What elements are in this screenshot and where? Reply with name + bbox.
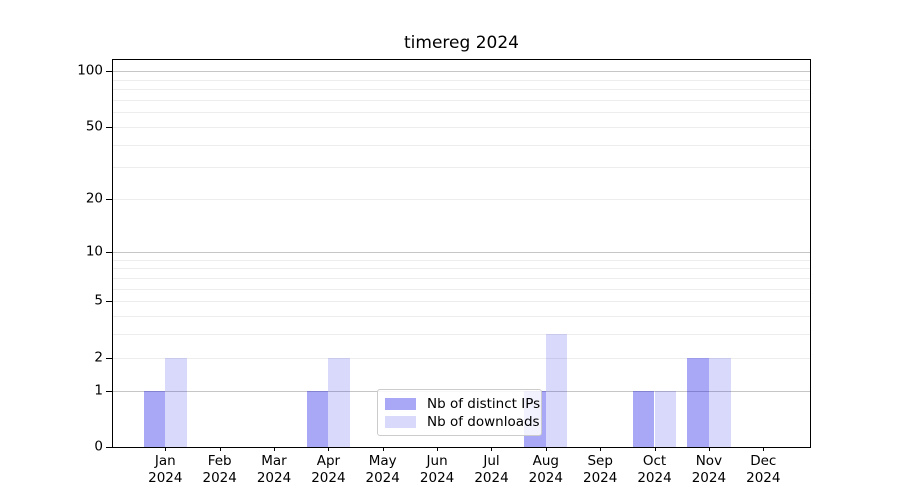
minor-gridline-30 <box>113 167 810 169</box>
legend-swatch-distinct-ips <box>385 397 416 410</box>
legend-item-distinct-ips: Nb of distinct IPs <box>385 397 541 411</box>
minor-gridline-7 <box>113 277 810 279</box>
x-tick-label-oct: Oct 2024 <box>637 453 672 486</box>
x-tick-mark-feb <box>220 447 221 451</box>
x-tick-mark-apr <box>328 447 329 451</box>
y-tick-label-0: 0 <box>94 438 103 455</box>
x-tick-label-sep: Sep 2024 <box>583 453 618 486</box>
bar-jan-downloads <box>165 357 187 447</box>
major-gridline-100 <box>113 71 810 73</box>
minor-gridline-6 <box>113 288 810 290</box>
minor-gridline-70 <box>113 100 810 101</box>
minor-gridline-90 <box>113 79 810 81</box>
x-tick-label-may: May 2024 <box>365 453 400 486</box>
y-tick-label-20: 20 <box>85 190 103 207</box>
major-gridline-10 <box>113 251 810 253</box>
bar-nov-downloads <box>708 357 731 447</box>
x-tick-mark-dec <box>763 447 764 451</box>
x-tick-mark-mar <box>274 447 275 451</box>
legend-label-downloads: Nb of downloads <box>427 413 540 430</box>
x-tick-mark-jun <box>437 447 438 451</box>
x-tick-label-feb: Feb 2024 <box>202 453 237 486</box>
x-tick-label-apr: Apr 2024 <box>311 453 346 486</box>
plot-area <box>112 59 811 448</box>
x-tick-label-aug: Aug 2024 <box>528 453 563 486</box>
bar-aug-downloads <box>545 334 568 447</box>
minor-gridline-60 <box>113 112 810 114</box>
x-tick-mark-jul <box>491 447 492 451</box>
bar-oct-distinct-ips <box>632 390 655 447</box>
x-tick-label-jun: Jun 2024 <box>419 453 455 486</box>
y-tick-mark-1 <box>106 391 113 392</box>
bar-nov-distinct-ips <box>687 357 709 447</box>
minor-gridline-8 <box>113 268 810 270</box>
legend-item-downloads: Nb of downloads <box>385 415 541 429</box>
minor-gridline-80 <box>113 89 810 91</box>
y-tick-label-2: 2 <box>94 348 103 365</box>
x-tick-label-dec: Dec 2024 <box>746 453 781 486</box>
minor-gridline-20 <box>113 199 810 201</box>
y-tick-mark-50 <box>106 127 113 128</box>
bar-oct-downloads <box>654 390 677 447</box>
legend: Nb of distinct IPs Nb of downloads <box>377 389 542 436</box>
y-tick-mark-2 <box>106 358 113 359</box>
x-tick-mark-nov <box>709 447 710 451</box>
y-tick-label-10: 10 <box>85 243 103 260</box>
y-tick-mark-100 <box>106 71 113 72</box>
x-tick-mark-aug <box>546 447 547 451</box>
y-tick-mark-0 <box>106 447 113 448</box>
y-tick-mark-5 <box>106 301 113 302</box>
minor-gridline-9 <box>113 259 810 261</box>
minor-gridline-3 <box>113 334 810 336</box>
x-tick-mark-jan <box>165 447 166 451</box>
y-tick-mark-20 <box>106 199 113 200</box>
minor-gridline-40 <box>113 144 810 146</box>
minor-gridline-4 <box>113 316 810 317</box>
y-tick-label-50: 50 <box>85 118 103 135</box>
legend-label-distinct-ips: Nb of distinct IPs <box>427 395 541 412</box>
minor-gridline-2 <box>113 357 810 359</box>
bar-apr-downloads <box>328 357 351 447</box>
x-tick-mark-oct <box>655 447 656 451</box>
bar-jan-distinct-ips <box>143 390 166 447</box>
x-tick-mark-sep <box>600 447 601 451</box>
x-tick-label-nov: Nov 2024 <box>691 453 727 486</box>
minor-gridline-5 <box>113 301 810 303</box>
x-tick-label-mar: Mar 2024 <box>256 453 292 486</box>
chart-title: timereg 2024 <box>404 33 519 53</box>
minor-gridline-50 <box>113 126 810 128</box>
bar-apr-distinct-ips <box>306 390 329 447</box>
x-tick-label-jan: Jan 2024 <box>148 453 183 486</box>
y-tick-label-100: 100 <box>77 62 103 79</box>
legend-swatch-downloads <box>385 415 416 428</box>
x-tick-label-jul: Jul 2024 <box>474 453 509 486</box>
y-tick-mark-10 <box>106 252 113 253</box>
y-tick-label-5: 5 <box>94 292 103 309</box>
x-tick-mark-may <box>383 447 384 451</box>
y-tick-label-1: 1 <box>94 381 103 398</box>
